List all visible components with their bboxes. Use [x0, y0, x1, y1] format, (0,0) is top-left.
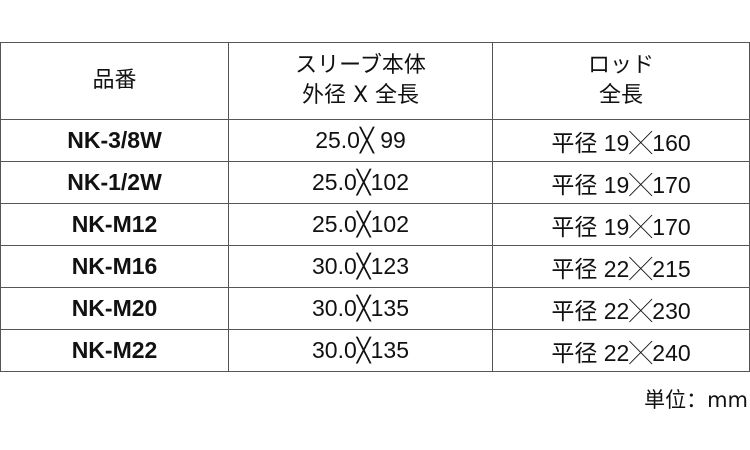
sleeve-cell: 30.0╳135	[228, 287, 493, 330]
spec-table: 品番 スリーブ本体 外径 X 全長 ロッド 全長 NK-3/8W 25.0╳ 99 平径…	[0, 42, 750, 372]
header-rod: ロッド 全長	[492, 42, 750, 120]
rod-cell: 平径 19╳160	[492, 119, 750, 162]
table-row: NK-1/2W 25.0╳102 平径 19╳170	[0, 161, 750, 204]
table-row: NK-M12 25.0╳102 平径 19╳170	[0, 203, 750, 246]
header-code: 品番	[0, 42, 229, 120]
unit-label: 単位：mm	[644, 388, 748, 412]
sleeve-cell: 25.0╳102	[228, 161, 493, 204]
header-rod-line1: ロッド	[587, 53, 654, 78]
header-sleeve-line1: スリーブ本体	[295, 53, 426, 78]
code-cell: NK-M22	[0, 329, 229, 372]
sleeve-cell: 30.0╳135	[228, 329, 493, 372]
table-row: NK-M20 30.0╳135 平径 22╳230	[0, 287, 750, 330]
code-cell: NK-1/2W	[0, 161, 229, 204]
rod-cell: 平径 19╳170	[492, 203, 750, 246]
sleeve-cell: 25.0╳102	[228, 203, 493, 246]
table-row: NK-M16 30.0╳123 平径 22╳215	[0, 245, 750, 288]
sleeve-cell: 25.0╳ 99	[228, 119, 493, 162]
code-cell: NK-3/8W	[0, 119, 229, 162]
code-cell: NK-M20	[0, 287, 229, 330]
sleeve-cell: 30.0╳123	[228, 245, 493, 288]
code-cell: NK-M12	[0, 203, 229, 246]
rod-cell: 平径 22╳230	[492, 287, 750, 330]
header-rod-line2: 全長	[598, 83, 643, 108]
header-sleeve: スリーブ本体 外径 X 全長	[228, 42, 493, 120]
table-row: NK-3/8W 25.0╳ 99 平径 19╳160	[0, 119, 750, 162]
rod-cell: 平径 22╳240	[492, 329, 750, 372]
header-row: 品番 スリーブ本体 外径 X 全長 ロッド全長	[0, 42, 750, 120]
rod-cell: 平径 22╳215	[492, 245, 750, 288]
table-row: NK-M22 30.0╳135 平径 22╳240	[0, 329, 750, 372]
header-sleeve-line2: 外径 X 全長	[301, 83, 420, 108]
rod-cell: 平径 19╳170	[492, 161, 750, 204]
code-cell: NK-M16	[0, 245, 229, 288]
